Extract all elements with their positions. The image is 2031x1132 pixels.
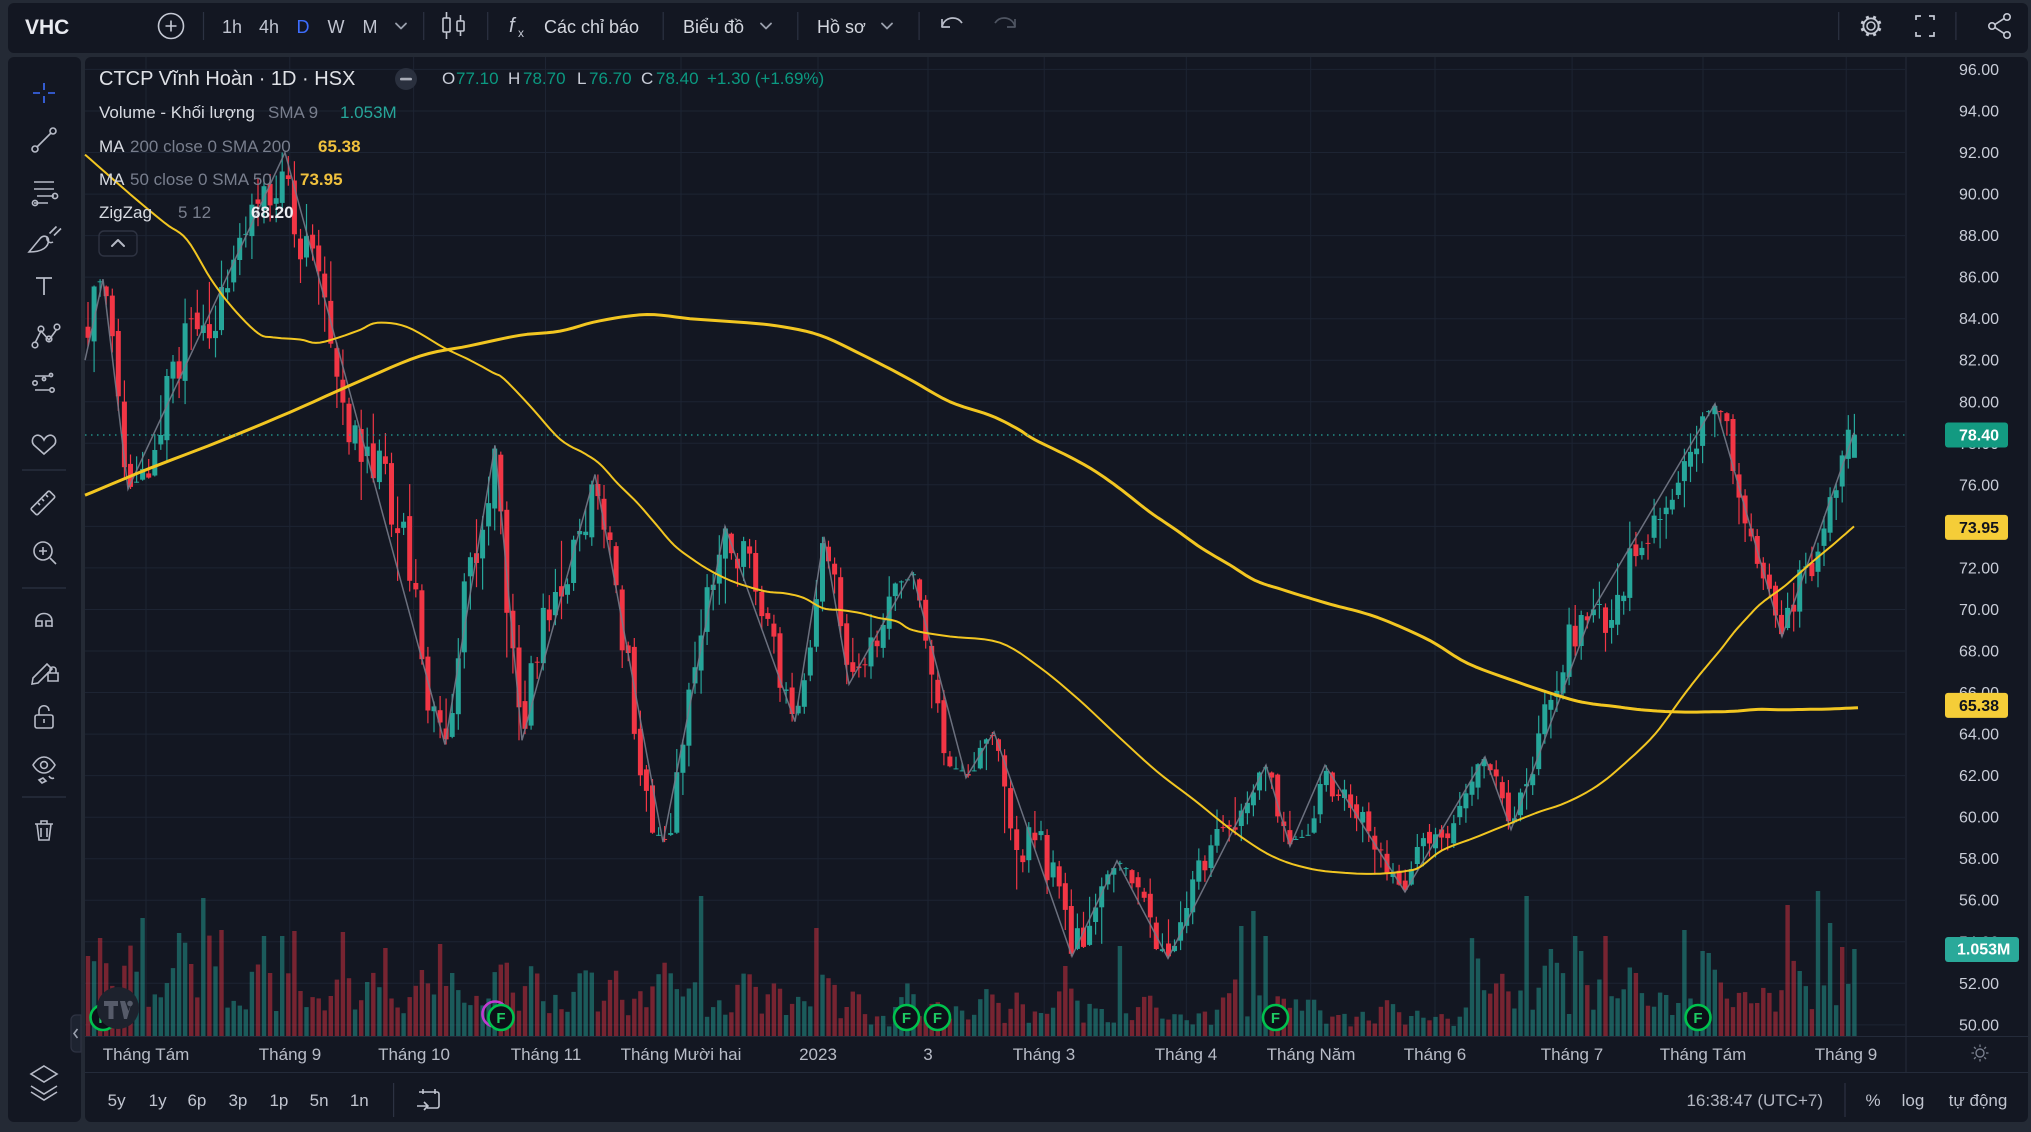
svg-text:56.00: 56.00 — [1959, 893, 1999, 910]
svg-text:65.38: 65.38 — [1959, 698, 1999, 715]
svg-text:1n: 1n — [350, 1091, 369, 1110]
svg-text:%: % — [1865, 1091, 1880, 1110]
svg-text:Tháng 7: Tháng 7 — [1541, 1045, 1603, 1064]
svg-text:1y: 1y — [149, 1091, 167, 1110]
svg-text:50 close 0 SMA 50: 50 close 0 SMA 50 — [130, 170, 272, 189]
svg-text:Volume - Khối lượng: Volume - Khối lượng — [99, 103, 255, 122]
svg-text:50.00: 50.00 — [1959, 1017, 1999, 1034]
svg-text:F: F — [1271, 1010, 1280, 1027]
svg-text:F: F — [1693, 1010, 1702, 1027]
svg-text:Tháng 9: Tháng 9 — [1815, 1045, 1877, 1064]
svg-text:1h: 1h — [222, 17, 242, 37]
svg-text:5y: 5y — [108, 1091, 126, 1110]
svg-text:6p: 6p — [187, 1091, 206, 1110]
svg-text:+1.30 (+1.69%): +1.30 (+1.69%) — [707, 69, 824, 88]
svg-text:C: C — [641, 69, 653, 88]
svg-text:Các chỉ báo: Các chỉ báo — [544, 17, 639, 37]
svg-text:Tháng Tám: Tháng Tám — [1660, 1045, 1747, 1064]
svg-text:Tháng 4: Tháng 4 — [1155, 1045, 1217, 1064]
svg-text:52.00: 52.00 — [1959, 976, 1999, 993]
svg-text:78.40: 78.40 — [1959, 428, 1999, 445]
svg-text:1.053M: 1.053M — [1957, 942, 2010, 959]
svg-text:64.00: 64.00 — [1959, 727, 1999, 744]
svg-text:D: D — [297, 17, 310, 37]
svg-text:76.70: 76.70 — [589, 69, 632, 88]
svg-text:Biểu đồ: Biểu đồ — [683, 17, 744, 37]
svg-text:1.053M: 1.053M — [340, 103, 397, 122]
svg-text:f: f — [509, 15, 517, 37]
svg-text:92.00: 92.00 — [1959, 145, 1999, 162]
svg-text:Hồ sơ: Hồ sơ — [817, 17, 866, 37]
svg-text:60.00: 60.00 — [1959, 810, 1999, 827]
svg-text:73.95: 73.95 — [1959, 520, 1999, 537]
svg-text:68.20: 68.20 — [251, 203, 294, 222]
svg-text:tự động: tự động — [1949, 1091, 2008, 1110]
svg-text:Tháng Năm: Tháng Năm — [1267, 1045, 1356, 1064]
svg-text:MA: MA — [99, 137, 125, 156]
svg-text:2023: 2023 — [799, 1045, 837, 1064]
svg-text:Tháng Mười hai: Tháng Mười hai — [621, 1045, 742, 1064]
svg-text:F: F — [933, 1010, 942, 1027]
svg-text:76.00: 76.00 — [1959, 477, 1999, 494]
svg-text:MA: MA — [99, 170, 125, 189]
svg-text:ZigZag: ZigZag — [99, 203, 152, 222]
svg-text:5 12: 5 12 — [178, 203, 211, 222]
svg-text:200 close 0 SMA 200: 200 close 0 SMA 200 — [130, 137, 291, 156]
svg-text:H: H — [508, 69, 520, 88]
svg-text:78.40: 78.40 — [656, 69, 699, 88]
svg-text:SMA 9: SMA 9 — [268, 103, 318, 122]
svg-text:log: log — [1902, 1091, 1925, 1110]
svg-text:65.38: 65.38 — [318, 137, 361, 156]
svg-text:1p: 1p — [269, 1091, 288, 1110]
svg-text:5n: 5n — [310, 1091, 329, 1110]
svg-text:CTCP Vĩnh Hoàn · 1D · HSX: CTCP Vĩnh Hoàn · 1D · HSX — [99, 68, 355, 90]
svg-text:16:38:47 (UTC+7): 16:38:47 (UTC+7) — [1686, 1091, 1823, 1110]
svg-text:VHC: VHC — [25, 16, 69, 39]
svg-text:80.00: 80.00 — [1959, 394, 1999, 411]
svg-text:F: F — [496, 1010, 505, 1027]
svg-text:68.00: 68.00 — [1959, 644, 1999, 661]
svg-text:L: L — [577, 69, 586, 88]
svg-text:Tháng Tám: Tháng Tám — [103, 1045, 190, 1064]
svg-text:90.00: 90.00 — [1959, 187, 1999, 204]
svg-text:72.00: 72.00 — [1959, 560, 1999, 577]
svg-text:Tháng 9: Tháng 9 — [259, 1045, 321, 1064]
svg-text:4h: 4h — [259, 17, 279, 37]
svg-text:96.00: 96.00 — [1959, 62, 1999, 79]
svg-text:Tháng 6: Tháng 6 — [1404, 1045, 1466, 1064]
svg-text:86.00: 86.00 — [1959, 270, 1999, 287]
svg-text:F: F — [902, 1010, 911, 1027]
svg-text:73.95: 73.95 — [300, 170, 343, 189]
svg-text:82.00: 82.00 — [1959, 353, 1999, 370]
svg-text:O: O — [442, 69, 455, 88]
svg-text:70.00: 70.00 — [1959, 602, 1999, 619]
svg-text:Tháng 3: Tháng 3 — [1013, 1045, 1075, 1064]
svg-text:94.00: 94.00 — [1959, 104, 1999, 121]
svg-text:84.00: 84.00 — [1959, 311, 1999, 328]
svg-text:Tháng 11: Tháng 11 — [511, 1045, 582, 1064]
svg-text:77.10: 77.10 — [456, 69, 499, 88]
svg-text:x: x — [518, 26, 524, 40]
svg-text:M: M — [363, 17, 378, 37]
svg-text:78.70: 78.70 — [523, 69, 566, 88]
svg-text:58.00: 58.00 — [1959, 851, 1999, 868]
svg-text:W: W — [328, 17, 345, 37]
svg-text:62.00: 62.00 — [1959, 768, 1999, 785]
svg-text:88.00: 88.00 — [1959, 228, 1999, 245]
svg-text:3p: 3p — [228, 1091, 247, 1110]
svg-text:Tháng 10: Tháng 10 — [378, 1045, 450, 1064]
svg-text:3: 3 — [923, 1045, 932, 1064]
